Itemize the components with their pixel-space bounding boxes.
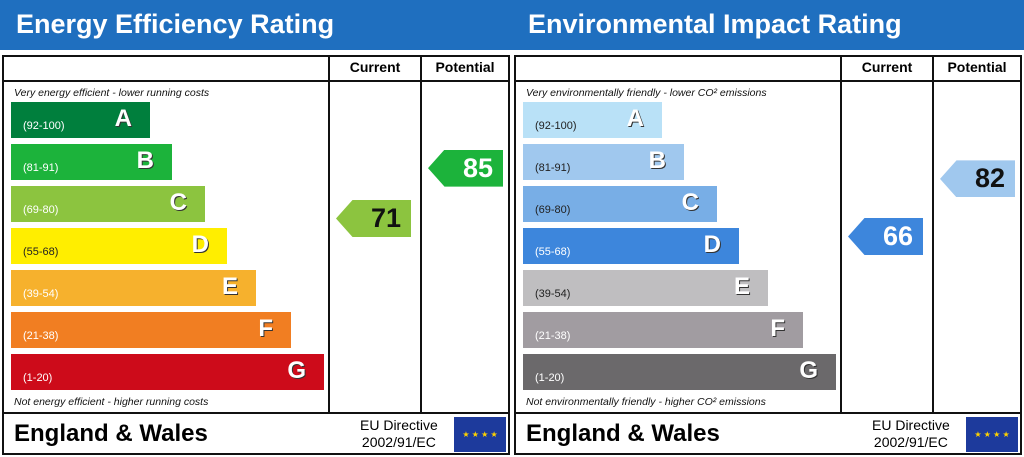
directive-number: 2002/91/EC: [873, 434, 948, 450]
current-rating-value: 66: [882, 221, 913, 251]
band-range: (92-100): [535, 120, 577, 132]
band-e: (39-54) E: [11, 270, 256, 306]
chart-title: Energy Efficiency Rating: [0, 0, 512, 50]
band-letter: F: [258, 315, 273, 342]
band-d: (55-68) D: [523, 228, 739, 264]
band-g: (1-20) G: [11, 354, 324, 390]
band-letter: A: [114, 105, 132, 132]
band-range: (1-20): [535, 372, 565, 384]
band-range: (21-38): [535, 330, 571, 342]
band-f: (21-38) F: [523, 312, 803, 348]
band-letter: D: [703, 231, 721, 258]
divider: [328, 57, 330, 414]
band-range: (69-80): [535, 204, 571, 216]
band-range: (1-20): [23, 372, 53, 384]
band-c: (69-80) C: [523, 186, 717, 222]
band-letter: E: [221, 273, 238, 300]
band-range: (39-54): [535, 288, 571, 300]
eu-directive: EU Directive 2002/91/EC: [360, 417, 438, 451]
eu-flag-icon: ★ ★ ★ ★: [454, 417, 506, 452]
footer-region: England & Wales: [14, 420, 208, 447]
divider: [516, 80, 1020, 82]
footer-region: England & Wales: [526, 420, 720, 447]
band-range: (55-68): [23, 246, 59, 258]
top-note: Very environmentally friendly - lower CO…: [526, 87, 767, 99]
rating-table: Current Potential Very environmentally f…: [514, 55, 1022, 455]
band-e: (39-54) E: [523, 270, 768, 306]
band-letter: B: [136, 147, 154, 174]
band-range: (21-38): [23, 330, 59, 342]
directive-label: EU Directive: [360, 417, 438, 433]
divider: [932, 57, 934, 414]
divider: [840, 57, 842, 414]
band-letter: A: [626, 105, 644, 132]
band-range: (81-91): [23, 162, 59, 174]
current-rating-value: 71: [370, 203, 401, 233]
column-header-current: Current: [861, 59, 913, 75]
band-c: (69-80) C: [11, 186, 205, 222]
environmental-panel: Environmental Impact Rating Current Pote…: [512, 0, 1024, 457]
eu-flag-icon: ★ ★ ★ ★: [966, 417, 1018, 452]
current-rating-arrow: 71: [336, 200, 411, 237]
potential-rating-arrow: 85: [428, 149, 503, 187]
divider: [4, 80, 508, 82]
band-a: (92-100) A: [523, 102, 662, 138]
band-f: (21-38) F: [11, 312, 291, 348]
current-rating-arrow: 66: [848, 218, 923, 255]
potential-rating-value: 85: [462, 152, 493, 183]
band-range: (69-80): [23, 204, 59, 216]
band-letter: D: [191, 231, 209, 258]
band-range: (81-91): [535, 162, 571, 174]
band-letter: C: [169, 189, 187, 216]
column-header-potential: Potential: [947, 59, 1007, 75]
bottom-note: Not energy efficient - higher running co…: [14, 396, 209, 408]
band-a: (92-100) A: [11, 102, 150, 138]
band-d: (55-68) D: [11, 228, 227, 264]
eu-directive: EU Directive 2002/91/EC: [872, 417, 950, 451]
band-g: (1-20) G: [523, 354, 836, 390]
energy-panel: Energy Efficiency Rating Current Potenti…: [0, 0, 512, 455]
band-letter: G: [287, 357, 306, 384]
directive-number: 2002/91/EC: [361, 434, 436, 450]
band-letter: C: [681, 189, 699, 216]
potential-rating-value: 82: [974, 163, 1005, 194]
rating-table: Current Potential Very energy efficient …: [2, 55, 510, 455]
band-letter: F: [770, 315, 785, 342]
band-range: (92-100): [23, 120, 65, 132]
band-letter: E: [733, 273, 750, 300]
divider: [4, 412, 508, 414]
band-b: (81-91) B: [11, 144, 172, 180]
band-letter: G: [799, 357, 818, 384]
divider: [516, 412, 1020, 414]
bottom-note: Not environmentally friendly - higher CO…: [526, 396, 766, 408]
band-range: (55-68): [535, 246, 571, 258]
top-note: Very energy efficient - lower running co…: [14, 87, 210, 99]
band-b: (81-91) B: [523, 144, 684, 180]
chart-title: Environmental Impact Rating: [512, 0, 1024, 50]
band-range: (39-54): [23, 288, 59, 300]
column-header-potential: Potential: [435, 59, 495, 75]
directive-label: EU Directive: [872, 417, 950, 433]
divider: [420, 57, 422, 414]
column-header-current: Current: [349, 59, 401, 75]
potential-rating-arrow: 82: [940, 160, 1015, 198]
band-letter: B: [648, 147, 666, 174]
